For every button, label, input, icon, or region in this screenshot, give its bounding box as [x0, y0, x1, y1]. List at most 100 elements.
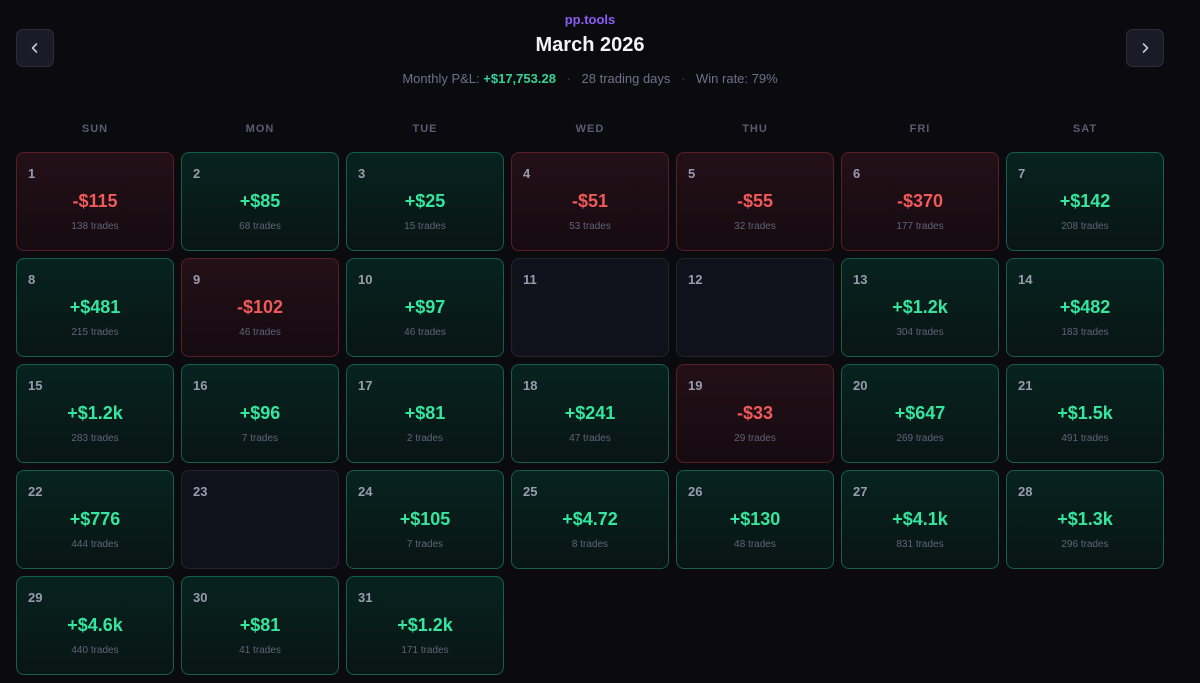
- day-trade-count: 47 trades: [569, 433, 611, 444]
- day-pnl-amount: -$51: [571, 191, 609, 211]
- day-trade-count: 8 trades: [571, 539, 609, 550]
- day-number: 5: [688, 166, 696, 181]
- day-pnl-amount: +$1.5k: [1057, 403, 1113, 423]
- day-trade-count: 15 trades: [404, 221, 446, 232]
- separator-dot: ·: [566, 71, 571, 86]
- win-rate: Win rate: 79%: [696, 71, 778, 86]
- day-number: 31: [358, 590, 373, 605]
- day-number: 20: [853, 378, 868, 393]
- day-trade-count: 269 trades: [896, 433, 944, 444]
- day-number: 3: [358, 166, 366, 181]
- day-number: 24: [358, 484, 373, 499]
- day-cell[interactable]: 9 -$102 46 trades: [181, 258, 339, 357]
- day-trade-count: 491 trades: [1061, 433, 1109, 444]
- day-number: 19: [688, 378, 703, 393]
- day-pnl-amount: -$55: [736, 191, 774, 211]
- day-pnl-amount: +$4.1k: [892, 509, 948, 529]
- day-pnl-amount: +$1.2k: [892, 297, 948, 317]
- day-cell[interactable]: 13 +$1.2k 304 trades: [841, 258, 999, 357]
- day-trade-count: 138 trades: [71, 221, 119, 232]
- day-trade-count: 7 trades: [406, 539, 444, 550]
- day-trade-count: 46 trades: [239, 327, 281, 338]
- day-cell[interactable]: 31 +$1.2k 171 trades: [346, 576, 504, 675]
- day-cell[interactable]: 24 +$105 7 trades: [346, 470, 504, 569]
- separator-dot: ·: [681, 71, 686, 86]
- day-cell[interactable]: 25 +$4.72 8 trades: [511, 470, 669, 569]
- day-trade-count: 171 trades: [401, 645, 449, 656]
- month-title: March 2026: [535, 34, 645, 56]
- day-number: 13: [853, 272, 868, 287]
- day-number: 2: [193, 166, 201, 181]
- day-number: 17: [358, 378, 373, 393]
- day-cell[interactable]: 6 -$370 177 trades: [841, 152, 999, 251]
- day-cell[interactable]: 27 +$4.1k 831 trades: [841, 470, 999, 569]
- day-cell[interactable]: 28 +$1.3k 296 trades: [1006, 470, 1164, 569]
- day-cell[interactable]: 30 +$81 41 trades: [181, 576, 339, 675]
- day-trade-count: 440 trades: [71, 645, 119, 656]
- day-pnl-amount: +$105: [399, 509, 451, 529]
- day-cell[interactable]: 12: [676, 258, 834, 357]
- day-number: 14: [1018, 272, 1033, 287]
- day-cell[interactable]: 1 -$115 138 trades: [16, 152, 174, 251]
- day-cell[interactable]: 17 +$81 2 trades: [346, 364, 504, 463]
- day-number: 29: [28, 590, 43, 605]
- day-cell[interactable]: 15 +$1.2k 283 trades: [16, 364, 174, 463]
- day-number: 12: [688, 272, 703, 287]
- day-cell[interactable]: 20 +$647 269 trades: [841, 364, 999, 463]
- day-cell[interactable]: 18 +$241 47 trades: [511, 364, 669, 463]
- trading-days: 28 trading days: [581, 71, 671, 86]
- day-trade-count: 53 trades: [569, 221, 611, 232]
- day-number: 23: [193, 484, 208, 499]
- day-pnl-amount: +$1.2k: [67, 403, 123, 423]
- day-number: 28: [1018, 484, 1033, 499]
- day-number: 1: [28, 166, 36, 181]
- day-pnl-amount: +$1.2k: [397, 615, 453, 635]
- day-pnl-amount: -$370: [896, 191, 944, 211]
- day-pnl-amount: +$481: [69, 297, 121, 317]
- day-pnl-amount: -$115: [72, 191, 118, 211]
- day-pnl-amount: +$776: [69, 509, 121, 529]
- day-pnl-amount: -$102: [236, 297, 284, 317]
- day-cell[interactable]: 3 +$25 15 trades: [346, 152, 504, 251]
- day-pnl-amount: +$81: [239, 615, 281, 635]
- day-cell[interactable]: 22 +$776 444 trades: [16, 470, 174, 569]
- day-cell[interactable]: 26 +$130 48 trades: [676, 470, 834, 569]
- day-cell[interactable]: 19 -$33 29 trades: [676, 364, 834, 463]
- day-cell[interactable]: 7 +$142 208 trades: [1006, 152, 1164, 251]
- day-pnl-amount: +$81: [404, 403, 446, 423]
- weekday-label: SAT: [1072, 123, 1098, 135]
- pnl-value: +$17,753.28: [483, 71, 556, 86]
- prev-month-button[interactable]: [16, 29, 54, 67]
- day-cell[interactable]: 5 -$55 32 trades: [676, 152, 834, 251]
- day-pnl-amount: +$85: [239, 191, 281, 211]
- weekday-label: THU: [742, 123, 768, 135]
- day-cell[interactable]: 16 +$96 7 trades: [181, 364, 339, 463]
- day-trade-count: 444 trades: [71, 539, 119, 550]
- day-cell[interactable]: 8 +$481 215 trades: [16, 258, 174, 357]
- day-trade-count: 7 trades: [241, 433, 279, 444]
- day-trade-count: 208 trades: [1061, 221, 1109, 232]
- day-number: 21: [1018, 378, 1033, 393]
- day-pnl-amount: +$25: [404, 191, 446, 211]
- day-pnl-amount: +$482: [1059, 297, 1111, 317]
- day-trade-count: 32 trades: [734, 221, 776, 232]
- day-number: 26: [688, 484, 703, 499]
- day-cell[interactable]: 10 +$97 46 trades: [346, 258, 504, 357]
- weekday-label: TUE: [412, 123, 438, 135]
- day-cell[interactable]: 11: [511, 258, 669, 357]
- day-cell[interactable]: 23: [181, 470, 339, 569]
- day-pnl-amount: +$96: [239, 403, 281, 423]
- day-cell[interactable]: 14 +$482 183 trades: [1006, 258, 1164, 357]
- day-cell[interactable]: 2 +$85 68 trades: [181, 152, 339, 251]
- chevron-left-icon: [31, 43, 38, 53]
- day-trade-count: 29 trades: [734, 433, 776, 444]
- day-trade-count: 283 trades: [71, 433, 119, 444]
- day-trade-count: 215 trades: [71, 327, 119, 338]
- day-pnl-amount: +$647: [894, 403, 946, 423]
- day-cell[interactable]: 29 +$4.6k 440 trades: [16, 576, 174, 675]
- day-cell[interactable]: 21 +$1.5k 491 trades: [1006, 364, 1164, 463]
- day-number: 18: [523, 378, 538, 393]
- next-month-button[interactable]: [1126, 29, 1164, 67]
- day-trade-count: 304 trades: [896, 327, 944, 338]
- day-cell[interactable]: 4 -$51 53 trades: [511, 152, 669, 251]
